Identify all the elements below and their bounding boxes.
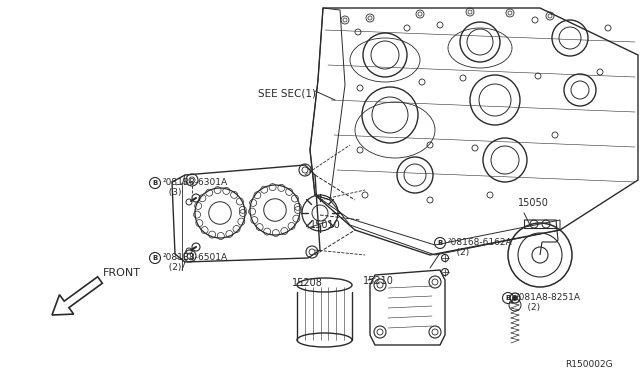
Text: (2): (2) [448,248,469,257]
Text: ²08168-6162A: ²08168-6162A [448,238,513,247]
Text: 15050: 15050 [518,198,549,208]
Text: (3): (3) [163,188,182,197]
Text: ²081B8-6501A: ²081B8-6501A [163,253,228,262]
Text: 15208: 15208 [292,278,323,288]
Text: 15010: 15010 [310,220,340,230]
Text: B: B [506,295,511,301]
Text: B: B [437,240,443,246]
Text: (2): (2) [163,263,181,272]
Text: ²081B8-6301A: ²081B8-6301A [163,178,228,187]
Text: R150002G: R150002G [565,360,612,369]
Text: B: B [152,255,157,261]
Circle shape [513,295,518,301]
Text: B: B [152,180,157,186]
Text: 15210: 15210 [363,276,394,286]
Text: FRONT: FRONT [103,268,141,278]
Text: SEE SEC(1): SEE SEC(1) [258,88,316,98]
Text: ²081A8-8251A: ²081A8-8251A [516,293,581,302]
Text: (2): (2) [516,303,540,312]
